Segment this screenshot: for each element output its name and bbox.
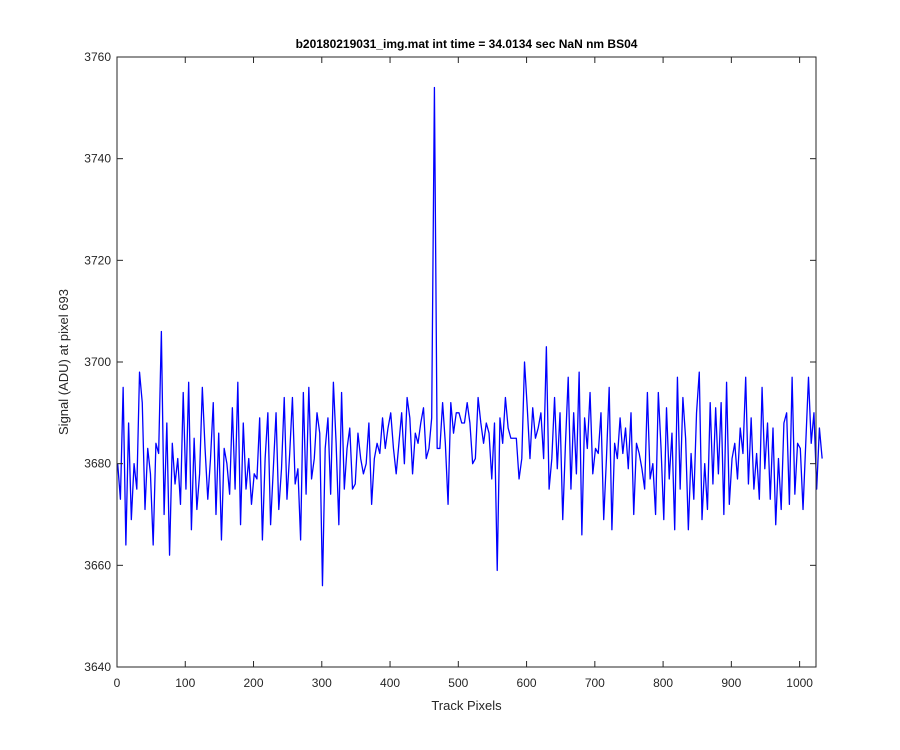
- x-axis-label: Track Pixels: [431, 698, 502, 713]
- x-tick-label: 300: [312, 676, 332, 690]
- x-tick-label: 200: [244, 676, 264, 690]
- y-tick-label: 3760: [84, 50, 111, 64]
- x-tick-label: 600: [517, 676, 537, 690]
- x-tick-label: 500: [448, 676, 468, 690]
- x-tick-label: 0: [114, 676, 121, 690]
- x-tick-label: 900: [721, 676, 741, 690]
- x-tick-label: 700: [585, 676, 605, 690]
- y-tick-label: 3720: [84, 253, 111, 267]
- x-tick-label: 400: [380, 676, 400, 690]
- x-tick-label: 800: [653, 676, 673, 690]
- x-tick-label: 100: [175, 676, 195, 690]
- y-tick-label: 3660: [84, 558, 111, 572]
- y-tick-label: 3680: [84, 457, 111, 471]
- plot-area: [117, 57, 816, 667]
- chart-title: b20180219031_img.mat int time = 34.0134 …: [296, 37, 638, 51]
- y-tick-label: 3700: [84, 355, 111, 369]
- y-tick-label: 3740: [84, 152, 111, 166]
- ticks-layer: 0 100 200 300 400 500 600 700 800 900 1000 3640 3660…: [84, 50, 816, 690]
- y-tick-label: 3640: [84, 660, 111, 674]
- series-layer: [117, 86, 823, 587]
- y-axis-label: Signal (ADU) at pixel 693: [56, 289, 71, 435]
- signal-series-line: [117, 86, 823, 587]
- x-tick-label: 1000: [786, 676, 813, 690]
